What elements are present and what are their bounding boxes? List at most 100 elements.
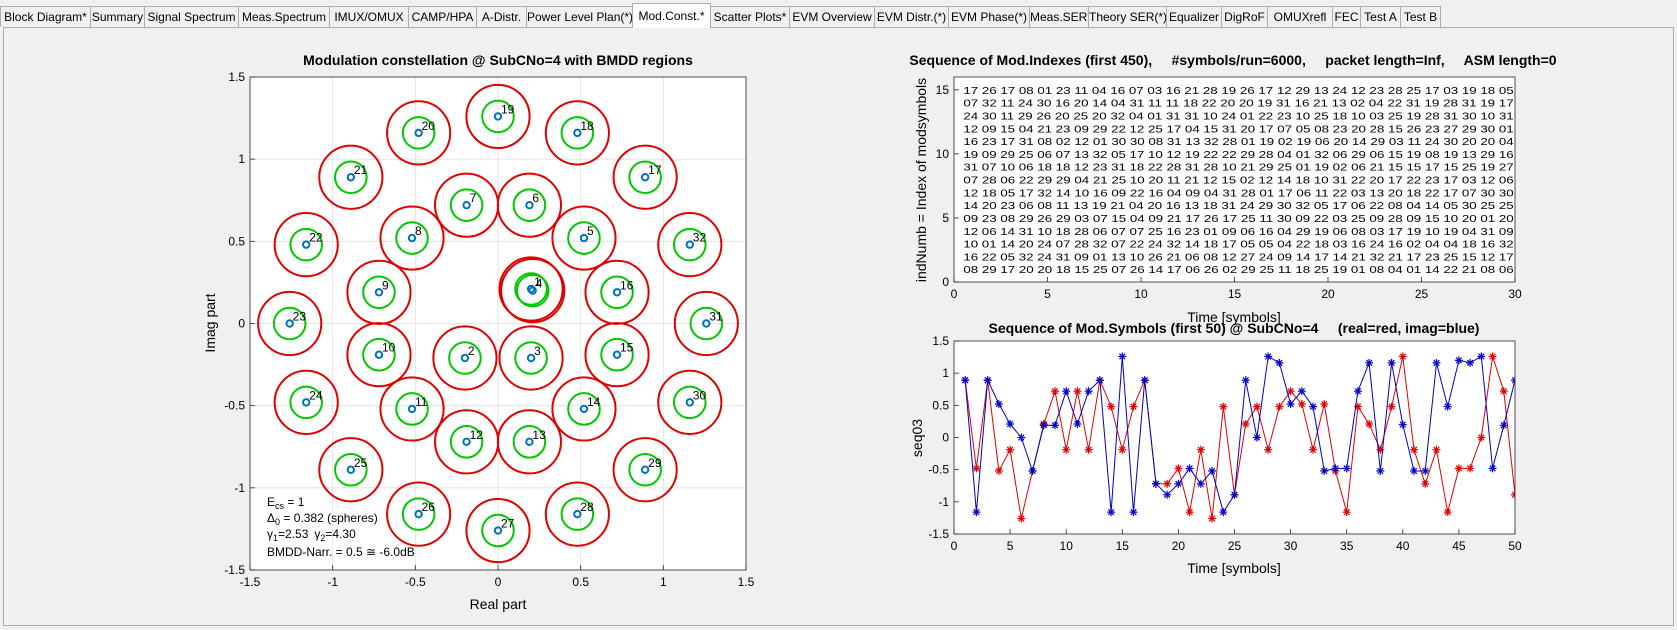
inner-region-circle — [628, 452, 662, 487]
matrix-row: 17 26 17 08 01 23 11 04 16 07 03 16 21 2… — [963, 86, 1514, 97]
sequence-ytick-label: -1.5 — [928, 527, 949, 541]
outer-region-circle — [318, 144, 384, 210]
constellation-ylabel: Imag part — [202, 293, 218, 352]
matrix-xtick-label: 20 — [1321, 287, 1335, 301]
matrix-row: 12 18 05 17 32 14 10 16 09 22 16 04 09 0… — [963, 188, 1514, 199]
tab-meas-spectrum[interactable]: Meas.Spectrum — [238, 6, 330, 27]
inner-region-circle — [689, 306, 724, 341]
matrix-row: 19 09 29 25 06 07 13 32 05 17 10 12 19 2… — [963, 150, 1514, 161]
series-point-imag — [1499, 421, 1508, 430]
series-point-real — [1511, 490, 1515, 499]
constellation-point — [374, 350, 384, 359]
constellation-point-label: 8 — [415, 224, 422, 238]
series-point-imag — [1443, 402, 1452, 411]
tab-equalizer[interactable]: Equalizer — [1166, 6, 1222, 27]
tab-fec[interactable]: FEC — [1332, 6, 1361, 27]
tab-imux-omux[interactable]: IMUX/OMUX — [329, 6, 409, 27]
constellation-annotation: Ecs = 1 Δ0 = 0.382 (spheres) γ1=2.53 γ2=4… — [267, 495, 415, 559]
series-point-imag — [1084, 387, 1093, 396]
constellation-point — [493, 112, 503, 121]
series-point-imag — [1342, 464, 1351, 473]
sequence-xtick-label: 45 — [1452, 539, 1466, 553]
outer-region-circle — [379, 376, 445, 442]
series-point-imag — [1163, 490, 1172, 499]
inner-region-circle — [334, 452, 368, 487]
outer-region-circle — [498, 256, 564, 322]
symbol-sequence-chart: 0 5 10 15 20 25 30 35 40 45 50 -1.5 -1 -0.5 0 0.5 1 1.5 S… — [909, 320, 1522, 576]
tab-evm-distr[interactable]: EVM Distr.(*) — [874, 6, 949, 27]
tab-mod-const[interactable]: Mod.Const.* — [632, 3, 711, 28]
series-point-imag — [1297, 387, 1306, 396]
series-point-imag — [1421, 466, 1430, 475]
tab-camp-hpa[interactable]: CAMP/HPA — [408, 6, 477, 27]
constellation-ytick-label: 1.5 — [228, 70, 245, 84]
series-point-real — [1073, 387, 1082, 396]
constellation-point — [302, 398, 311, 407]
constellation-ytick-label: 1 — [238, 152, 245, 166]
outer-region-circle — [273, 212, 339, 278]
series-point-real — [1129, 402, 1138, 411]
constellation-point — [346, 173, 356, 182]
annotation-gamma: γ1=2.53 γ2=4.30 — [267, 527, 356, 543]
series-point-real — [1163, 479, 1172, 488]
tab-omuxrefl[interactable]: OMUXrefl — [1267, 6, 1333, 27]
series-point-imag — [983, 376, 992, 385]
matrix-row: 31 07 10 06 18 18 12 23 31 18 22 28 31 2… — [963, 163, 1514, 174]
constellation-point — [493, 526, 503, 535]
series-point-imag — [1432, 358, 1441, 367]
tab-evm-phase[interactable]: EVM Phase(*) — [948, 6, 1030, 27]
tab-block-diagram[interactable]: Block Diagram* — [0, 6, 91, 27]
constellation-point — [685, 398, 694, 407]
outer-region-circle — [273, 369, 339, 435]
series-point-imag — [1107, 508, 1116, 517]
tab-digrof[interactable]: DigRoF — [1221, 6, 1268, 27]
constellation-point — [573, 128, 582, 138]
series-point-real — [1208, 514, 1217, 523]
inner-region-circle — [515, 273, 550, 308]
matrix-title: Sequence of Mod.Indexes (first 450), #sy… — [909, 52, 1556, 68]
outer-region-circle — [386, 100, 452, 166]
tab-theory-ser[interactable]: Theory SER(*) — [1088, 6, 1167, 27]
constellation-point-label: 30 — [693, 388, 707, 402]
matrix-xtick-label: 5 — [1044, 287, 1051, 301]
series-point-imag — [1151, 479, 1160, 488]
constellation-point — [462, 437, 471, 447]
tab-summary[interactable]: Summary — [90, 6, 145, 27]
tab-a-distr[interactable]: A-Distr. — [476, 6, 527, 27]
sequence-ylabel: seq03 — [909, 419, 925, 457]
tab-test-a[interactable]: Test A — [1360, 6, 1401, 27]
tab-scatter-plots[interactable]: Scatter Plots* — [710, 6, 790, 27]
series-point-real — [1297, 400, 1306, 409]
constellation-point-label: 29 — [648, 456, 662, 470]
matrix-xtick-label: 30 — [1508, 287, 1522, 301]
matrix-row: 24 30 11 29 26 20 25 20 32 04 01 31 31 1… — [963, 111, 1514, 122]
sequence-xtick-label: 40 — [1396, 539, 1410, 553]
tab-signal-spectrum[interactable]: Signal Spectrum — [144, 6, 239, 27]
series-point-real — [1050, 387, 1059, 396]
tab-evm-overview[interactable]: EVM Overview — [789, 6, 875, 27]
outer-region-circle — [544, 481, 610, 547]
series-point-real — [1410, 445, 1419, 454]
series-point-imag — [1174, 479, 1183, 488]
outer-region-circle — [657, 212, 723, 278]
series-point-imag — [1477, 352, 1486, 361]
series-point-imag — [1410, 466, 1419, 475]
series-point-imag — [1196, 479, 1205, 488]
sequence-ticks: 0 5 10 15 20 25 30 35 40 45 50 -1.5 -1 -0.5 0 0.5 1 1.5 — [928, 334, 1522, 553]
tab-power-level-plan[interactable]: Power Level Plan(*) — [526, 6, 633, 27]
constellation-point-label: 18 — [580, 119, 594, 133]
series-point-imag — [1398, 420, 1407, 429]
tab-test-b[interactable]: Test B — [1400, 6, 1441, 27]
constellation-point — [702, 319, 711, 328]
series-point-imag — [1309, 402, 1318, 411]
constellation-xtick-label: -0.5 — [405, 575, 426, 589]
series-point-real — [1275, 402, 1284, 411]
tab-bar: Block Diagram* Summary Signal Spectrum Meas… — [0, 0, 1677, 28]
constellation-xtick-label: 1 — [660, 575, 667, 589]
inner-region-circle — [672, 227, 707, 262]
matrix-row: 14 20 23 06 08 11 13 19 21 04 20 16 13 1… — [963, 201, 1514, 212]
series-point-imag — [972, 508, 981, 517]
tab-meas-ser[interactable]: Meas.SER* — [1029, 6, 1092, 27]
